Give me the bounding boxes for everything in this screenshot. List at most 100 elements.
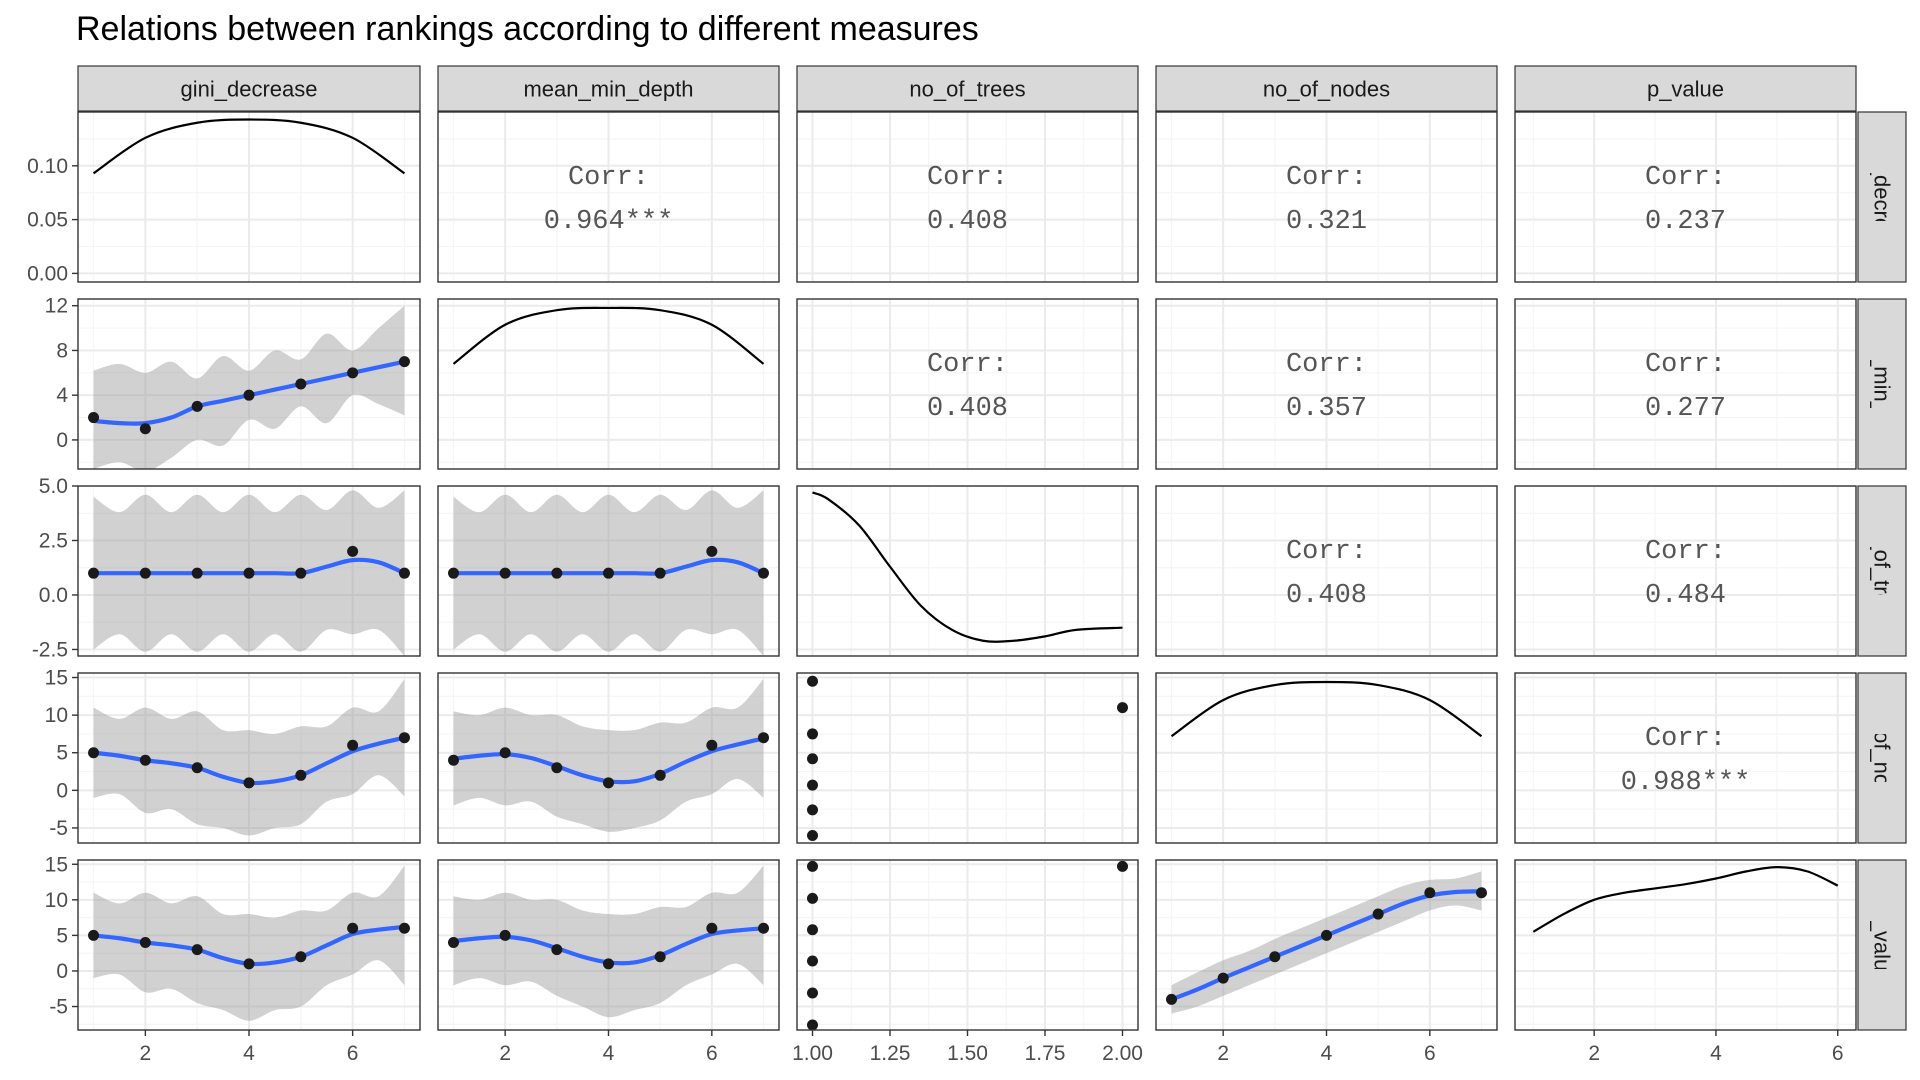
data-point [191, 762, 203, 774]
panel-border [796, 298, 1139, 470]
data-point [706, 739, 718, 751]
data-point [448, 754, 459, 766]
x-tick-label: 1.25 [870, 1042, 911, 1065]
panel-content [797, 673, 1138, 843]
y-tick-label: 0.0 [39, 584, 68, 607]
x-tick-label: 6 [1832, 1042, 1844, 1065]
x-tick-label: 2 [1588, 1042, 1600, 1065]
panel-border [1514, 859, 1857, 1031]
x-tick-label: 1.75 [1025, 1042, 1066, 1065]
panel-border [437, 672, 780, 844]
panel-mean_min_depth-p_value: Corr: 0.277 [1514, 298, 1857, 470]
panel-p_value-gini_decrease [77, 859, 421, 1031]
panel-no_of_nodes-p_value: Corr: 0.988*** [1514, 672, 1857, 844]
y-tick-label: 5 [56, 742, 68, 765]
panel-border [1514, 298, 1857, 470]
data-point [603, 567, 614, 579]
x-tick-label: 2 [499, 1042, 511, 1065]
y-tick-label: -2.5 [32, 638, 68, 661]
data-point [347, 545, 359, 557]
panel-content [78, 486, 420, 656]
data-point [191, 400, 203, 412]
data-point [347, 367, 359, 379]
y-tick-label: 0 [56, 960, 68, 983]
data-point [1424, 887, 1436, 899]
y-tick-label: 5.0 [39, 475, 68, 498]
data-point [88, 412, 100, 424]
strip-top-mean_min_depth [437, 65, 780, 112]
corr-value: 0.277 [1645, 394, 1726, 424]
panel-background [1515, 486, 1856, 656]
x-tick-label: 4 [1710, 1042, 1722, 1065]
x-tick-label: 6 [1424, 1042, 1436, 1065]
data-point [758, 922, 769, 934]
y-tick-label: 0 [56, 429, 68, 452]
panel-no_of_nodes-gini_decrease [77, 672, 421, 844]
strip-top-no_of_nodes [1155, 65, 1498, 112]
panel-border [77, 111, 421, 283]
data-point [295, 951, 307, 963]
y-tick-label: 0.00 [27, 262, 68, 285]
panel-gini_decrease-p_value: Corr: 0.237 [1514, 111, 1857, 283]
data-point [1117, 702, 1128, 714]
x-tick-label: 4 [603, 1042, 615, 1065]
data-point [139, 937, 151, 949]
panel-content: Corr: 0.237 [1515, 112, 1856, 282]
panel-content: Corr: 0.484 [1515, 486, 1856, 656]
panel-no_of_trees-no_of_nodes: Corr: 0.408 [1155, 485, 1498, 657]
panel-content: Corr: 0.357 [1156, 299, 1497, 469]
panel-no_of_trees-no_of_trees [796, 485, 1139, 657]
corr-value: 0.484 [1645, 581, 1726, 611]
panel-content [438, 860, 779, 1030]
data-point [807, 675, 818, 687]
y-tick-label: 15 [45, 667, 68, 690]
data-point [243, 389, 255, 401]
x-tick-label: 6 [706, 1042, 718, 1065]
panel-background [1515, 860, 1856, 1030]
strip-right-label-p_value: p_value [1870, 906, 1895, 983]
strip-top-no_of_trees [796, 65, 1139, 112]
panel-background [1515, 299, 1856, 469]
corr-label: Corr: [1286, 350, 1367, 380]
panel-content [438, 299, 779, 469]
data-point [706, 545, 718, 557]
confidence-band [1171, 871, 1482, 1014]
strip-label-mean_min_depth: mean_min_depth [523, 77, 693, 102]
panel-no_of_nodes-no_of_trees [796, 672, 1139, 844]
density-line-no_of_trees [812, 491, 1123, 643]
strip-label-no_of_trees: no_of_trees [909, 77, 1025, 102]
data-point [807, 892, 818, 904]
panel-mean_min_depth-no_of_nodes: Corr: 0.357 [1155, 298, 1498, 470]
panel-border [77, 485, 421, 657]
panel-border [77, 298, 421, 470]
data-point [499, 747, 511, 759]
panel-border [1155, 111, 1498, 283]
panel-p_value-no_of_nodes [1155, 859, 1498, 1031]
data-point [191, 944, 203, 956]
panel-content: Corr: 0.408 [797, 112, 1138, 282]
confidence-band [93, 865, 405, 1021]
data-point [295, 567, 307, 579]
data-point [706, 922, 718, 934]
panel-no_of_trees-p_value: Corr: 0.484 [1514, 485, 1857, 657]
density-line-gini_decrease [92, 118, 406, 175]
data-point [398, 922, 410, 934]
data-point [448, 937, 459, 949]
data-point [191, 567, 203, 579]
data-point [807, 804, 818, 816]
x-tick-label: 2.00 [1102, 1042, 1143, 1065]
data-point [551, 762, 563, 774]
data-point [398, 732, 410, 744]
panel-content [797, 486, 1138, 656]
panel-content [78, 860, 420, 1030]
corr-label: Corr: [568, 163, 649, 193]
data-point [88, 567, 100, 579]
panel-content [438, 486, 779, 656]
corr-value: 0.237 [1645, 207, 1726, 237]
corr-value: 0.988*** [1621, 768, 1751, 798]
panel-content: Corr: 0.408 [797, 299, 1138, 469]
y-tick-label: 10 [45, 889, 68, 912]
x-tick-label: 2 [140, 1042, 152, 1065]
panel-mean_min_depth-gini_decrease [77, 298, 421, 470]
corr-label: Corr: [1645, 163, 1726, 193]
